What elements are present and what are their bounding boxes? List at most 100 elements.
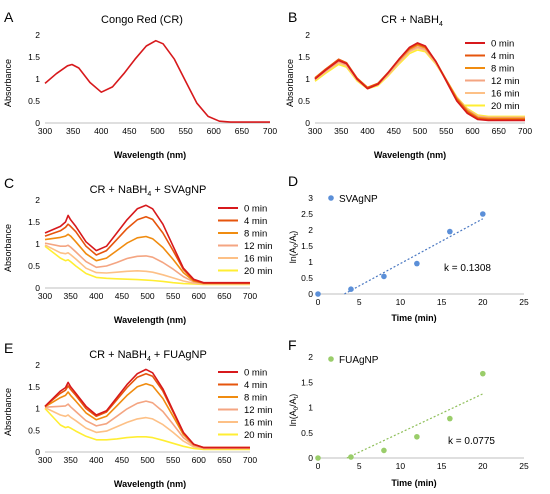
panel-d-x-tick-label: 15 xyxy=(437,297,447,307)
panel-e-legend-label: 12 min xyxy=(244,405,273,416)
panel-f-data-point xyxy=(447,415,453,422)
panel-e-legend-label: 0 min xyxy=(244,368,267,379)
panel-c-series-16-min xyxy=(44,244,250,285)
panel-c-y-tick-label: 1 xyxy=(35,239,40,249)
panel-d-y-tick-label: 0 xyxy=(308,289,313,299)
panel-e-series-0-min xyxy=(44,368,250,449)
panel-e-y-tick-label: 1 xyxy=(35,404,40,414)
panel-d-data-point xyxy=(381,273,387,280)
panel-d-kinetics: ln(A0/At) Time (min) 0 5 10 15 20 2500.511.52… xyxy=(288,193,529,323)
panel-b-x-tick-label: 550 xyxy=(439,126,453,136)
panel-e-legend-label: 4 min xyxy=(244,380,267,391)
panel-c-xlabel: Wavelength (nm) xyxy=(114,315,186,325)
panel-d-ylabel-subt: t xyxy=(294,233,300,235)
panel-e-ylabel: Absorbance xyxy=(3,388,13,436)
panel-b-y-tick-label: 0 xyxy=(305,118,310,128)
panel-c-spectrum: CR + NaBH4 + SVAgNP Absorbance Wavelengt… xyxy=(3,184,273,325)
panel-e-series-16-min xyxy=(44,406,250,450)
panel-c-series-8-min xyxy=(44,233,250,285)
panel-f-x-tick-label: 15 xyxy=(437,461,447,471)
panel-c-x-tick-label: 300 xyxy=(38,291,52,301)
panel-e-legend-label: 20 min xyxy=(244,430,273,441)
panel-b-series-0-min xyxy=(314,42,525,122)
panel-e-series-8-min xyxy=(44,382,250,449)
panel-f-ylabel-subt: t xyxy=(294,396,300,398)
panel-e-legend-label: 8 min xyxy=(244,393,267,404)
panel-f-ylabel-main: ln(A xyxy=(288,410,298,426)
panel-f-trendline xyxy=(346,393,484,459)
panel-c-x-tick-label: 400 xyxy=(89,291,103,301)
panel-d-data-point xyxy=(315,291,321,297)
panel-c-title-main: CR + NaBH xyxy=(90,184,148,196)
panel-b-legend-label: 0 min xyxy=(491,39,514,50)
panel-b-x-tick-label: 500 xyxy=(413,126,427,136)
panel-a-x-tick-label: 600 xyxy=(207,126,221,136)
panel-d-y-tick-label: 2 xyxy=(308,225,313,235)
panel-e-y-tick-label: 1.5 xyxy=(28,382,40,392)
panel-c-legend-label: 8 min xyxy=(244,229,267,240)
panel-e-x-tick-label: 300 xyxy=(38,455,52,465)
panel-d-ylabel: ln(A0/At) xyxy=(288,231,300,264)
panel-a-y-tick-label: 0.5 xyxy=(28,96,40,106)
panel-d-y-tick-label: 1.5 xyxy=(301,241,313,251)
panel-f-ylabel-sub0: 0 xyxy=(294,406,300,410)
panel-d-ylabel-sub0: 0 xyxy=(294,243,300,247)
panel-d-data-point xyxy=(414,260,420,267)
panel-c-series-12-min xyxy=(44,242,250,285)
panel-c-x-tick-label: 600 xyxy=(192,291,206,301)
panel-f-legend-label: FUAgNP xyxy=(339,355,379,366)
panel-b-title-main: CR + NaBH xyxy=(381,14,439,26)
panel-a-x-tick-label: 550 xyxy=(179,126,193,136)
panel-letter-a: A xyxy=(4,9,14,25)
panel-c-ylabel: Absorbance xyxy=(3,224,13,272)
panel-d-trendline xyxy=(344,218,484,295)
panel-f-data-point xyxy=(480,370,486,377)
panel-c-legend-label: 4 min xyxy=(244,216,267,227)
panel-a-ylabel: Absorbance xyxy=(3,59,13,107)
panel-b-x-tick-label: 450 xyxy=(387,126,401,136)
panel-f-kinetics: ln(A0/At) Time (min) 0 5 10 15 20 2500.511.52… xyxy=(288,352,529,488)
panel-f-y-tick-label: 0.5 xyxy=(301,428,313,438)
panel-d-y-tick-label: 3 xyxy=(308,193,313,203)
panel-f-data-point xyxy=(348,454,354,460)
panel-a-y-tick-label: 1 xyxy=(35,74,40,84)
panel-b-x-tick-label: 600 xyxy=(465,126,479,136)
panel-b-ylabel: Absorbance xyxy=(285,59,295,107)
panel-e-title-main: CR + NaBH xyxy=(89,349,147,361)
panel-f-ylabel-mid: /A xyxy=(288,398,298,407)
panel-d-x-tick-label: 25 xyxy=(519,297,529,307)
panel-f-y-tick-label: 2 xyxy=(308,352,313,362)
panel-b-title-sub: 4 xyxy=(439,21,443,28)
panel-c-x-tick-label: 350 xyxy=(64,291,78,301)
panel-f-y-tick-label: 1 xyxy=(308,403,313,413)
panel-e-title: CR + NaBH4 + FUAgNP xyxy=(89,349,207,363)
panel-c-x-tick-label: 650 xyxy=(217,291,231,301)
panel-c-y-tick-label: 0.5 xyxy=(28,261,40,271)
panel-d-x-tick-label: 10 xyxy=(396,297,406,307)
panel-e-x-tick-label: 450 xyxy=(115,455,129,465)
panel-c-x-tick-label: 450 xyxy=(115,291,129,301)
panel-a-x-tick-label: 300 xyxy=(38,126,52,136)
panel-b-legend-label: 8 min xyxy=(491,64,514,75)
panel-e-x-tick-label: 550 xyxy=(166,455,180,465)
panel-d-y-tick-label: 0.5 xyxy=(301,273,313,283)
panel-f-x-tick-label: 0 xyxy=(316,461,321,471)
panel-e-y-tick-label: 2 xyxy=(35,360,40,370)
panel-c-series-20-min xyxy=(44,245,250,286)
panel-c-title: CR + NaBH4 + SVAgNP xyxy=(90,184,207,198)
panel-c-title-rest: + SVAgNP xyxy=(151,184,206,196)
panel-c-x-tick-label: 500 xyxy=(140,291,154,301)
panel-d-ylabel-mid: /A xyxy=(288,235,298,244)
panel-a-y-tick-label: 2 xyxy=(35,30,40,40)
panel-a-x-tick-label: 450 xyxy=(122,126,136,136)
panel-letter-d: D xyxy=(288,173,298,189)
panel-e-x-tick-label: 700 xyxy=(243,455,257,465)
panel-f-data-point xyxy=(414,433,420,440)
panel-d-data-point xyxy=(480,211,486,217)
panel-e-x-tick-label: 600 xyxy=(192,455,206,465)
panel-b-y-tick-label: 1.5 xyxy=(298,52,310,62)
panel-b-title: CR + NaBH4 xyxy=(381,14,443,28)
panel-letter-b: B xyxy=(288,9,297,25)
panel-b-y-tick-label: 1 xyxy=(305,74,310,84)
